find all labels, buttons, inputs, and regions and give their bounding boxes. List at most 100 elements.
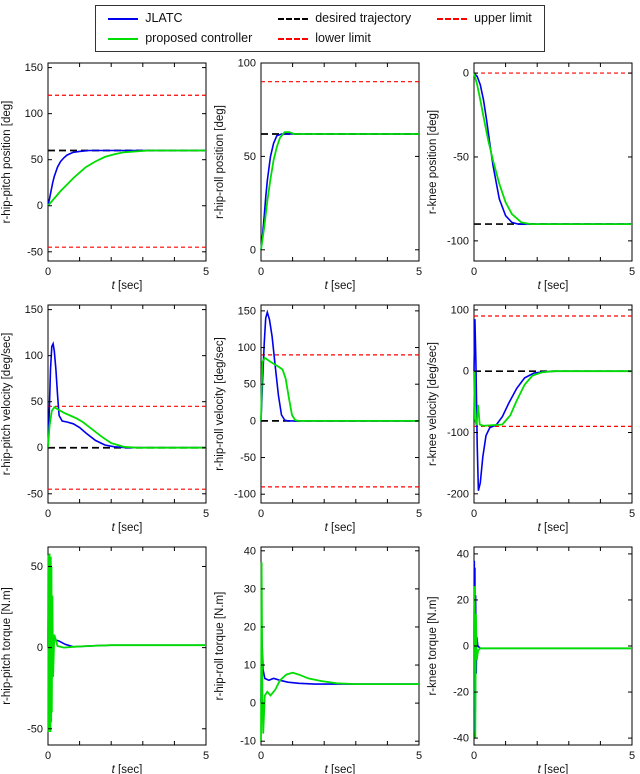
svg-text:r-knee torque [N.m]: r-knee torque [N.m] bbox=[427, 596, 439, 695]
svg-text:t [sec]: t [sec] bbox=[112, 280, 143, 292]
svg-text:r-knee position [deg]: r-knee position [deg] bbox=[427, 110, 439, 214]
svg-text:-50: -50 bbox=[27, 488, 43, 500]
svg-text:r-hip-pitch velocity [deg/sec]: r-hip-pitch velocity [deg/sec] bbox=[1, 333, 13, 476]
svg-text:0: 0 bbox=[471, 508, 477, 520]
legend: JLATC proposed controller desired trajec… bbox=[95, 5, 545, 52]
lower-limit-line-swatch bbox=[278, 37, 309, 40]
svg-text:0: 0 bbox=[463, 641, 469, 653]
svg-text:r-hip-roll velocity [deg/sec]: r-hip-roll velocity [deg/sec] bbox=[214, 337, 226, 471]
svg-text:5: 5 bbox=[629, 750, 635, 762]
svg-text:5: 5 bbox=[416, 266, 422, 278]
svg-text:0: 0 bbox=[45, 266, 51, 278]
svg-text:0: 0 bbox=[250, 698, 256, 710]
svg-text:t [sec]: t [sec] bbox=[112, 522, 143, 534]
svg-text:5: 5 bbox=[203, 508, 209, 520]
svg-text:50: 50 bbox=[31, 396, 43, 408]
chart-canvas: 0 5 -40 -20 0 20 40 t [sec] r-knee torque [N.m] bbox=[427, 546, 635, 774]
legend-item-desired-trajectory: desired trajectory bbox=[278, 10, 411, 27]
svg-text:50: 50 bbox=[31, 561, 43, 573]
svg-text:0: 0 bbox=[471, 266, 477, 278]
svg-text:5: 5 bbox=[416, 508, 422, 520]
plot-r-hip-pitch-torque: 0 5 -50 0 50 t [sec] r-hip-pitch torque [N.m] bbox=[0, 538, 213, 774]
svg-text:t [sec]: t [sec] bbox=[112, 764, 143, 774]
svg-text:r-hip-roll torque [N.m]: r-hip-roll torque [N.m] bbox=[214, 592, 226, 701]
svg-text:5: 5 bbox=[203, 266, 209, 278]
proposed-controller-line-swatch bbox=[108, 37, 139, 40]
svg-text:30: 30 bbox=[244, 583, 256, 595]
svg-text:0: 0 bbox=[471, 750, 477, 762]
svg-text:150: 150 bbox=[25, 304, 43, 316]
svg-text:0: 0 bbox=[463, 68, 469, 80]
svg-text:100: 100 bbox=[25, 108, 43, 120]
plot-r-hip-pitch-velocity: 0 5 -50 0 50 100 150 t [sec] r-hip-pitch velocit… bbox=[0, 296, 213, 538]
jlatc-line-swatch bbox=[108, 17, 139, 20]
chart-canvas: 0 5 -50 0 50 t [sec] r-hip-pitch torque [N.m] bbox=[1, 546, 209, 774]
plot-r-hip-pitch-position: 0 5 -50 0 50 100 150 t [sec] r-hip-pitch positio… bbox=[0, 54, 213, 296]
svg-text:0: 0 bbox=[45, 750, 51, 762]
svg-text:-40: -40 bbox=[453, 733, 469, 745]
legend-label: upper limit bbox=[474, 11, 532, 25]
plot-r-hip-roll-torque: 0 5 -10 0 10 20 30 40 t [sec] r-hip-roll torque [… bbox=[213, 538, 426, 774]
svg-text:0: 0 bbox=[37, 442, 43, 454]
svg-text:-100: -100 bbox=[447, 427, 469, 439]
chart-canvas: 0 5 -200 -100 0 100 t [sec] r-knee velocity [de… bbox=[427, 304, 635, 534]
legend-label: JLATC bbox=[145, 11, 183, 25]
legend-item-lower-limit: lower limit bbox=[278, 30, 411, 47]
svg-text:-100: -100 bbox=[447, 235, 469, 247]
legend-label: proposed controller bbox=[145, 31, 253, 45]
svg-text:0: 0 bbox=[250, 244, 256, 256]
svg-text:150: 150 bbox=[25, 62, 43, 74]
svg-text:-50: -50 bbox=[240, 452, 256, 464]
svg-text:t [sec]: t [sec] bbox=[538, 280, 569, 292]
svg-text:t [sec]: t [sec] bbox=[325, 522, 356, 534]
svg-text:-100: -100 bbox=[234, 489, 256, 501]
svg-text:20: 20 bbox=[244, 621, 256, 633]
svg-text:0: 0 bbox=[37, 642, 43, 654]
svg-text:100: 100 bbox=[238, 58, 256, 70]
plot-r-knee-position: 0 5 -100 -50 0 t [sec] r-knee position [deg] bbox=[426, 54, 639, 296]
svg-text:r-hip-roll position [deg]: r-hip-roll position [deg] bbox=[214, 105, 226, 219]
svg-text:40: 40 bbox=[244, 545, 256, 557]
svg-text:20: 20 bbox=[457, 594, 469, 606]
legend-item-upper-limit: upper limit bbox=[437, 10, 532, 27]
svg-text:-20: -20 bbox=[453, 687, 469, 699]
plot-r-knee-velocity: 0 5 -200 -100 0 100 t [sec] r-knee velocity [de… bbox=[426, 296, 639, 538]
svg-text:100: 100 bbox=[25, 350, 43, 362]
svg-text:r-hip-pitch position [deg]: r-hip-pitch position [deg] bbox=[1, 101, 13, 224]
svg-text:t [sec]: t [sec] bbox=[325, 764, 356, 774]
chart-canvas: 0 5 -100 -50 0 t [sec] r-knee position [deg] bbox=[427, 62, 635, 292]
plot-r-hip-roll-velocity: 0 5 -100 -50 0 50 100 150 t [sec] r-hip-roll velo… bbox=[213, 296, 426, 538]
svg-text:50: 50 bbox=[31, 154, 43, 166]
svg-text:t [sec]: t [sec] bbox=[538, 764, 569, 774]
svg-text:-200: -200 bbox=[447, 488, 469, 500]
legend-item-proposed-controller: proposed controller bbox=[108, 30, 252, 47]
legend-column: upper limit bbox=[437, 10, 532, 47]
legend-column: JLATC proposed controller bbox=[108, 10, 252, 47]
svg-text:50: 50 bbox=[244, 151, 256, 163]
svg-text:150: 150 bbox=[238, 305, 256, 317]
upper-limit-line-swatch bbox=[437, 17, 468, 20]
legend-label: lower limit bbox=[315, 31, 371, 45]
svg-text:0: 0 bbox=[250, 415, 256, 427]
svg-text:50: 50 bbox=[244, 379, 256, 391]
svg-text:5: 5 bbox=[629, 508, 635, 520]
svg-text:-10: -10 bbox=[240, 736, 256, 748]
svg-text:0: 0 bbox=[463, 366, 469, 378]
svg-text:5: 5 bbox=[629, 266, 635, 278]
plot-r-hip-roll-position: 0 5 0 50 100 t [sec] r-hip-roll position [deg] bbox=[213, 54, 426, 296]
svg-text:0: 0 bbox=[37, 200, 43, 212]
svg-text:r-hip-pitch torque [N.m]: r-hip-pitch torque [N.m] bbox=[1, 587, 13, 705]
svg-text:100: 100 bbox=[451, 304, 469, 316]
svg-text:-50: -50 bbox=[27, 723, 43, 735]
svg-text:t [sec]: t [sec] bbox=[325, 280, 356, 292]
chart-canvas: 0 5 -100 -50 0 50 100 150 t [sec] r-hip-roll velo… bbox=[214, 304, 422, 534]
svg-text:0: 0 bbox=[258, 266, 264, 278]
svg-text:40: 40 bbox=[457, 548, 469, 560]
svg-text:10: 10 bbox=[244, 660, 256, 672]
legend-item-jlatc: JLATC bbox=[108, 10, 252, 27]
svg-text:0: 0 bbox=[45, 508, 51, 520]
